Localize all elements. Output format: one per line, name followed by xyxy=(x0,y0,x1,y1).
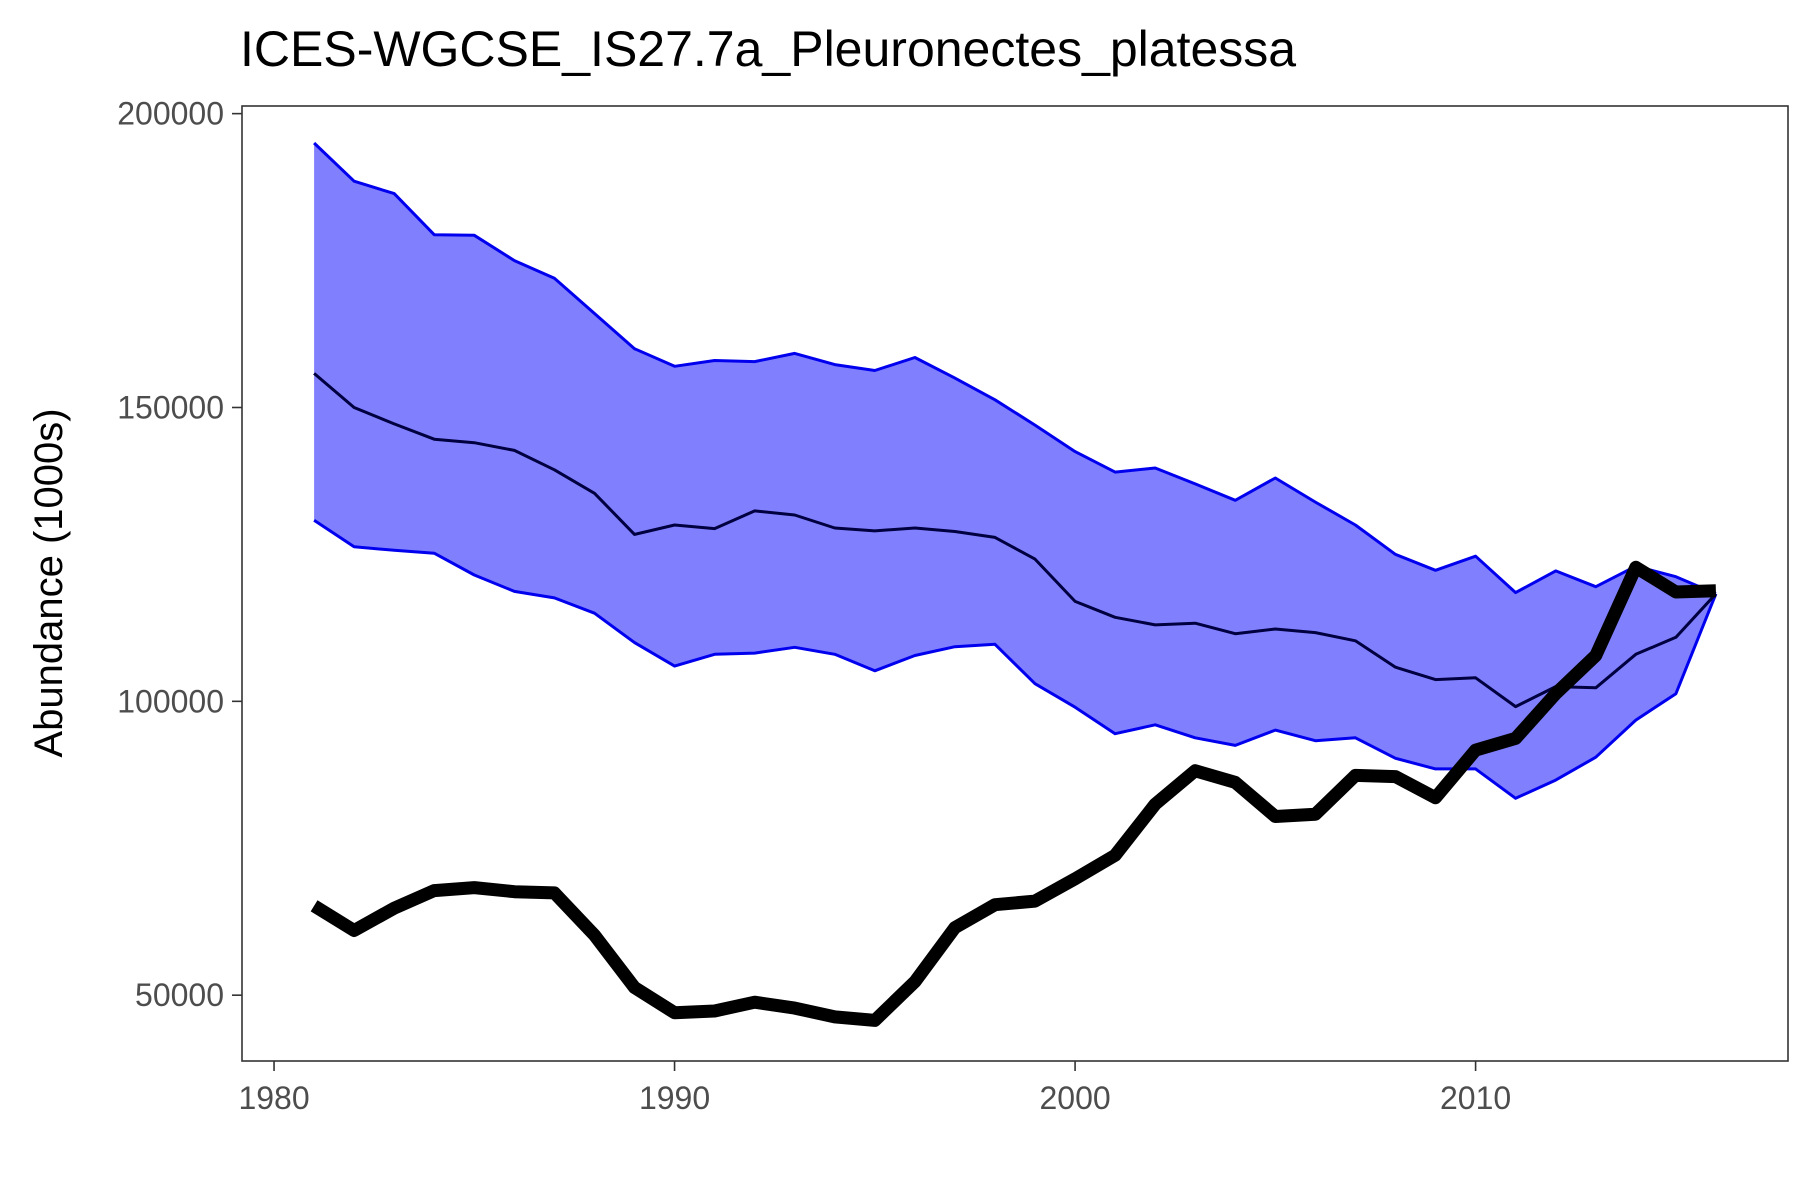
y-tick-label: 150000 xyxy=(117,389,224,425)
upper-bound-line xyxy=(313,141,1717,596)
estimate-line xyxy=(310,560,1717,1027)
x-tick-label: 2010 xyxy=(1440,1080,1511,1116)
x-tick-label: 1980 xyxy=(238,1080,309,1116)
lower-bound-line xyxy=(313,519,1718,800)
y-tick-label: 50000 xyxy=(135,977,224,1013)
x-tick-label: 1990 xyxy=(639,1080,710,1116)
median-line xyxy=(313,372,1718,709)
confidence-band xyxy=(314,143,1716,799)
plot-area xyxy=(310,141,1718,1027)
x-tick-label: 2000 xyxy=(1039,1080,1110,1116)
chart-title: ICES-WGCSE_IS27.7a_Pleuronectes_platessa xyxy=(240,21,1296,77)
y-tick-label: 100000 xyxy=(117,683,224,719)
y-tick-label: 200000 xyxy=(117,96,224,132)
panel-border xyxy=(241,105,1789,1062)
y-axis-label: Abundance (1000s) xyxy=(27,408,71,757)
axes: 1980 1990 2000 2010 50000 100000 150000 200000 xyxy=(117,96,1511,1116)
